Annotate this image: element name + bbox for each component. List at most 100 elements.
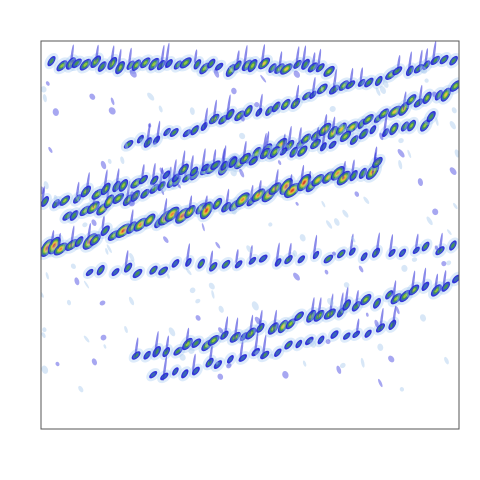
- heat-cell-top-band: [262, 61, 266, 65]
- heat-cell-lower-band: [443, 284, 448, 289]
- heat-cell-main-diagonal: [284, 184, 288, 189]
- heat-streak: [258, 309, 263, 330]
- heat-cell-mid-band: [126, 265, 130, 270]
- heat-cell-main-diagonal: [326, 175, 330, 180]
- heat-cell-second-diagonal: [429, 114, 434, 119]
- heat-streak: [203, 107, 208, 130]
- heat-cell-mid-band: [314, 252, 318, 258]
- heat-streak: [117, 48, 122, 71]
- noise-mark: [325, 339, 331, 345]
- heat-cell-mid-band: [389, 250, 395, 256]
- heat-streak: [258, 93, 263, 115]
- heat-streak: [359, 67, 363, 83]
- noise-mark: [74, 277, 80, 286]
- noise-mark: [399, 387, 405, 392]
- noise-mark: [239, 132, 246, 140]
- heat-streak: [87, 223, 91, 244]
- heat-cell-second-diagonal: [300, 149, 305, 153]
- noise-mark: [419, 314, 427, 322]
- heat-cell-second-diagonal: [173, 175, 178, 181]
- heat-cell-top-band: [270, 66, 275, 71]
- heat-streak: [168, 166, 172, 183]
- noise-mark: [382, 79, 389, 88]
- heat-cell-main-diagonal: [53, 243, 56, 248]
- noise-mark: [309, 339, 317, 348]
- heat-cell-top-band: [245, 63, 249, 68]
- heat-streak: [190, 155, 194, 172]
- heat-streak: [355, 289, 359, 307]
- noise-mark: [239, 168, 245, 178]
- heat-cell-main-diagonal: [316, 178, 320, 182]
- heat-cell-lower-band: [434, 288, 439, 293]
- noise-mark: [128, 199, 135, 207]
- heat-streak: [194, 49, 198, 64]
- heat-streak: [281, 133, 286, 154]
- heat-streak: [239, 340, 244, 360]
- noise-mark: [214, 359, 219, 365]
- noise-mark: [239, 114, 245, 122]
- heat-streak: [302, 45, 307, 68]
- noise-mark: [149, 183, 155, 190]
- heat-cell-lower-band: [364, 297, 368, 302]
- noise-mark: [378, 378, 383, 388]
- heat-streak: [126, 180, 131, 204]
- noise-mark: [211, 290, 215, 299]
- heat-cell-third-diagonal: [192, 128, 197, 133]
- noise-mark: [339, 362, 346, 369]
- heat-streak: [349, 67, 354, 86]
- heat-streak: [212, 149, 217, 166]
- heat-cell-second-diagonal: [273, 150, 277, 154]
- noise-mark: [446, 260, 452, 266]
- noise-mark: [230, 206, 237, 215]
- heat-streak: [273, 309, 277, 332]
- heat-cell-second-diagonal: [121, 183, 125, 188]
- heat-streak: [154, 331, 159, 357]
- heat-cell-upper-diagonal: [393, 110, 397, 114]
- heat-cell-mid-band: [350, 249, 355, 255]
- noise-mark: [139, 138, 146, 145]
- heat-streak: [351, 159, 355, 176]
- heat-streak: [95, 44, 99, 63]
- heat-cell-main-diagonal: [148, 218, 152, 222]
- heat-streak: [129, 209, 134, 230]
- heat-cell-lower-band: [297, 314, 302, 319]
- noise-mark: [215, 241, 221, 249]
- noise-mark: [277, 160, 282, 166]
- heat-cell-third-diagonal: [320, 87, 325, 91]
- noise-mark: [293, 272, 300, 281]
- noise-mark: [217, 373, 224, 380]
- heat-streak: [201, 148, 206, 171]
- heat-streak: [209, 250, 213, 268]
- heat-cell-upper-diagonal: [340, 127, 343, 131]
- heat-cell-second-diagonal: [152, 178, 157, 183]
- heat-streak: [141, 164, 145, 180]
- heat-cell-third-diagonal: [433, 58, 438, 63]
- noise-mark: [41, 332, 46, 338]
- heat-cell-third-diagonal: [228, 112, 232, 117]
- noise-mark: [432, 91, 438, 98]
- heat-cell-second-diagonal: [343, 134, 348, 139]
- heat-streak: [262, 132, 267, 159]
- noise-mark: [333, 81, 340, 90]
- heat-cell-top-band: [166, 60, 172, 67]
- heat-cell-lower-band: [412, 288, 416, 292]
- heat-cell-top-band: [284, 67, 289, 71]
- heat-streak: [278, 51, 283, 71]
- heat-cell-mid-band: [161, 269, 166, 273]
- heat-cell-third-diagonal: [221, 117, 226, 122]
- heat-cell-lower-band: [144, 352, 150, 358]
- heat-streak: [159, 167, 164, 189]
- heat-cell-upper-diagonal: [425, 95, 429, 100]
- heat-cell-second-diagonal: [392, 126, 396, 131]
- heat-streak: [315, 126, 319, 146]
- noise-mark: [435, 117, 439, 126]
- noise-mark: [124, 142, 129, 150]
- heat-cell-third-diagonal: [304, 94, 309, 98]
- noise-mark: [108, 107, 116, 115]
- heat-cell-main-diagonal: [181, 214, 184, 218]
- heat-streak: [331, 116, 336, 134]
- noise-mark: [375, 87, 381, 96]
- heat-streak: [295, 46, 300, 67]
- heat-streak: [392, 280, 397, 302]
- heat-cell-main-diagonal: [188, 210, 192, 214]
